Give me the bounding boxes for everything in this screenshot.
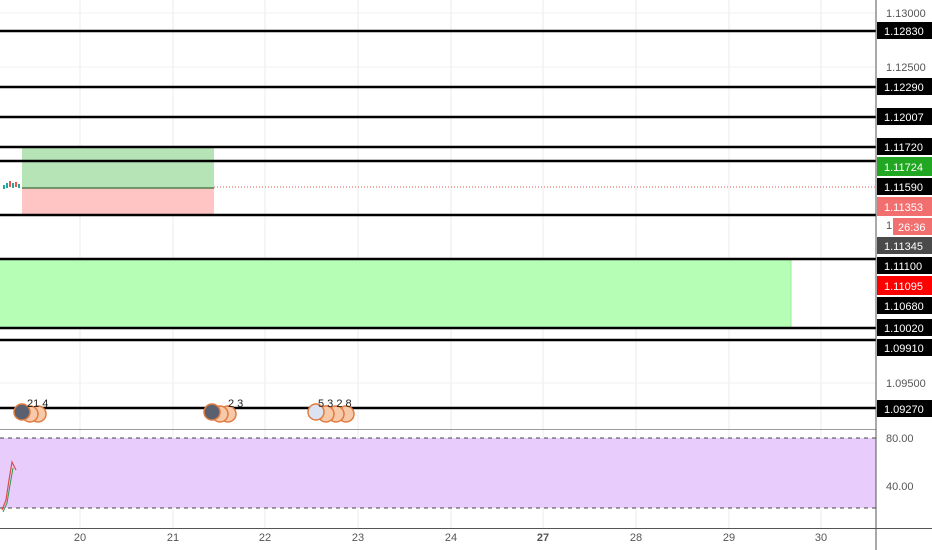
price-tag-label: 1.09910: [884, 343, 924, 355]
news-events-group-2[interactable]: 2 3: [203, 398, 243, 423]
news-events-labels-3: 5 3 2 8: [318, 398, 352, 410]
chart-element: [15, 182, 17, 187]
time-label-23: 23: [352, 532, 364, 544]
price-tag-1-11590[interactable]: 1.11590: [877, 178, 932, 195]
price-tag-1-12007[interactable]: 1.12007: [877, 108, 932, 125]
news-events-group-1[interactable]: 21 4: [13, 398, 48, 423]
price-tag-label: 1.11345: [884, 241, 923, 253]
time-label-29: 29: [723, 532, 735, 544]
price-tag-1-10680[interactable]: 1.10680: [877, 297, 932, 314]
price-tag-1-11100[interactable]: 1.11100: [877, 257, 932, 274]
horizontal-grid: [0, 12, 876, 384]
chart-element: [3, 185, 5, 189]
stop-loss-zone[interactable]: [22, 188, 214, 215]
indicator-band-fill: [0, 438, 876, 508]
time-label-21: 21: [167, 532, 179, 544]
price-tag-1-11724[interactable]: 1.11724: [877, 157, 932, 176]
price-tag-label: 1.12830: [884, 26, 924, 38]
price-tag-label: 1.09270: [884, 404, 924, 416]
price-tag-1-10020[interactable]: 1.10020: [877, 319, 932, 336]
price-tag-1-12830[interactable]: 1.12830: [877, 22, 932, 39]
price-tag-countdown[interactable]: 26:36: [893, 218, 932, 235]
demand-zone-rectangle[interactable]: [0, 259, 791, 327]
price-tag-1-09910[interactable]: 1.09910: [877, 339, 932, 356]
time-axis[interactable]: 20 21 22 23 24 27 28 29 30: [74, 532, 827, 544]
time-label-24: 24: [445, 532, 457, 544]
price-tag-label: 1.11100: [884, 261, 922, 273]
indicator-axis-80: 80.00: [886, 433, 914, 445]
price-tag-1-11095[interactable]: 1.11095: [877, 276, 932, 295]
price-tag-1-11345[interactable]: 1.11345: [877, 237, 932, 254]
axis-label-1-13000: 1.13000: [886, 8, 926, 20]
price-tag-label: 1.11724: [884, 162, 923, 174]
time-label-27: 27: [537, 532, 549, 544]
chart-element: [6, 183, 8, 188]
time-label-22: 22: [259, 532, 271, 544]
price-tag-1-09270[interactable]: 1.09270: [877, 400, 932, 417]
price-tag-label: 26:36: [898, 222, 926, 234]
news-events-labels-2: 2 3: [228, 398, 243, 410]
indicator-axis-40: 40.00: [886, 481, 914, 493]
indicator-line-green: [2, 467, 14, 513]
chart-element: [9, 181, 11, 187]
price-tag-label: 1.12007: [884, 112, 924, 124]
news-events-labels-1: 21 4: [27, 398, 48, 410]
chart-element: [12, 183, 14, 188]
price-tag-label: 1.12290: [884, 82, 924, 94]
time-label-20: 20: [74, 532, 86, 544]
price-tag-1-12290[interactable]: 1.12290: [877, 78, 932, 95]
price-tag-1-11353[interactable]: 1.11353: [877, 197, 932, 216]
time-label-28: 28: [630, 532, 642, 544]
price-tag-label: 1.11590: [884, 182, 923, 194]
price-tag-label: 1.10680: [884, 301, 924, 313]
chart-element: [18, 184, 20, 188]
price-tag-label: 1.11720: [884, 142, 923, 154]
axis-label-1-12500: 1.12500: [886, 62, 926, 74]
horizontal-levels[interactable]: [0, 29, 876, 410]
time-label-30: 30: [815, 532, 827, 544]
axis-label-1-09500: 1.09500: [886, 378, 926, 390]
indicator-line-red: [1, 460, 17, 511]
price-tag-label: 1.10020: [884, 323, 924, 335]
axis-label-partial: 1.: [886, 220, 895, 232]
price-tag-1-11720[interactable]: 1.11720: [877, 138, 932, 155]
take-profit-zone[interactable]: [22, 148, 214, 188]
news-events-group-3[interactable]: 5 3 2 8: [307, 398, 355, 423]
price-tag-label: 1.11353: [884, 202, 923, 214]
price-candles: [3, 181, 20, 189]
price-tag-label: 1.11095: [884, 281, 923, 293]
